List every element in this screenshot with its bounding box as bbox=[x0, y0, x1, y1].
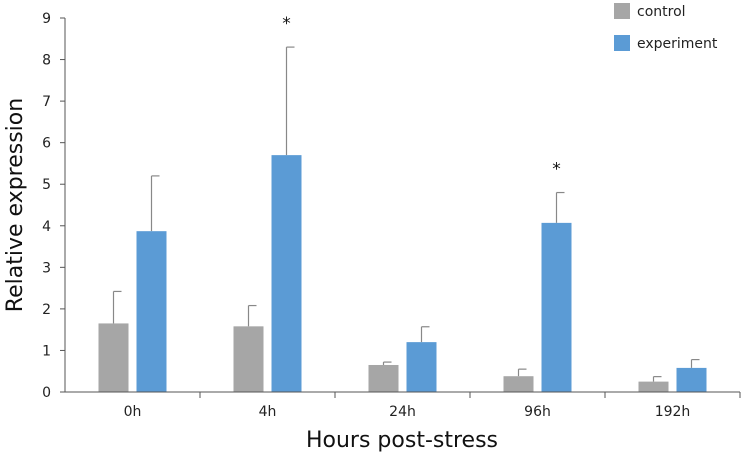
x-axis-ticks: 0h 4h 24h 96h 192h bbox=[124, 392, 741, 420]
bar-control bbox=[503, 376, 534, 392]
y-tick-label: 8 bbox=[42, 53, 51, 69]
bar-experiment bbox=[136, 231, 167, 392]
significance-marker: * bbox=[282, 14, 291, 34]
legend-label-control: control bbox=[637, 4, 686, 20]
bar-control bbox=[98, 323, 129, 392]
y-tick-label: 0 bbox=[42, 385, 51, 401]
y-tick-label: 4 bbox=[42, 219, 51, 235]
y-axis-title: Relative expression bbox=[3, 98, 28, 312]
x-tick-label: 4h bbox=[259, 404, 277, 420]
legend: control experiment bbox=[614, 3, 718, 52]
x-tick-label: 192h bbox=[655, 404, 691, 420]
y-tick-label: 3 bbox=[42, 260, 51, 276]
y-axis-ticks: 0 1 2 3 4 5 6 7 8 9 bbox=[42, 11, 65, 401]
y-tick-label: 9 bbox=[42, 11, 51, 27]
bar-control bbox=[233, 326, 264, 392]
legend-swatch-experiment bbox=[614, 35, 630, 51]
x-axis-title: Hours post-stress bbox=[306, 428, 498, 453]
x-tick-label: 24h bbox=[389, 404, 416, 420]
y-tick-label: 6 bbox=[42, 136, 51, 152]
bar-experiment bbox=[406, 342, 437, 392]
y-tick-label: 5 bbox=[42, 177, 51, 193]
y-tick-label: 2 bbox=[42, 302, 51, 318]
y-tick-label: 7 bbox=[42, 94, 51, 110]
legend-swatch-control bbox=[614, 3, 630, 19]
x-tick-label: 96h bbox=[524, 404, 551, 420]
bar-experiment bbox=[541, 222, 572, 392]
bar-control bbox=[368, 364, 399, 392]
legend-label-experiment: experiment bbox=[637, 36, 718, 52]
chart-marks: ** bbox=[98, 14, 707, 392]
significance-marker: * bbox=[552, 160, 561, 180]
y-tick-label: 1 bbox=[42, 343, 51, 359]
bar-control bbox=[638, 381, 669, 392]
x-tick-label: 0h bbox=[124, 404, 142, 420]
bar-experiment bbox=[676, 367, 707, 392]
bar-experiment bbox=[271, 155, 302, 392]
